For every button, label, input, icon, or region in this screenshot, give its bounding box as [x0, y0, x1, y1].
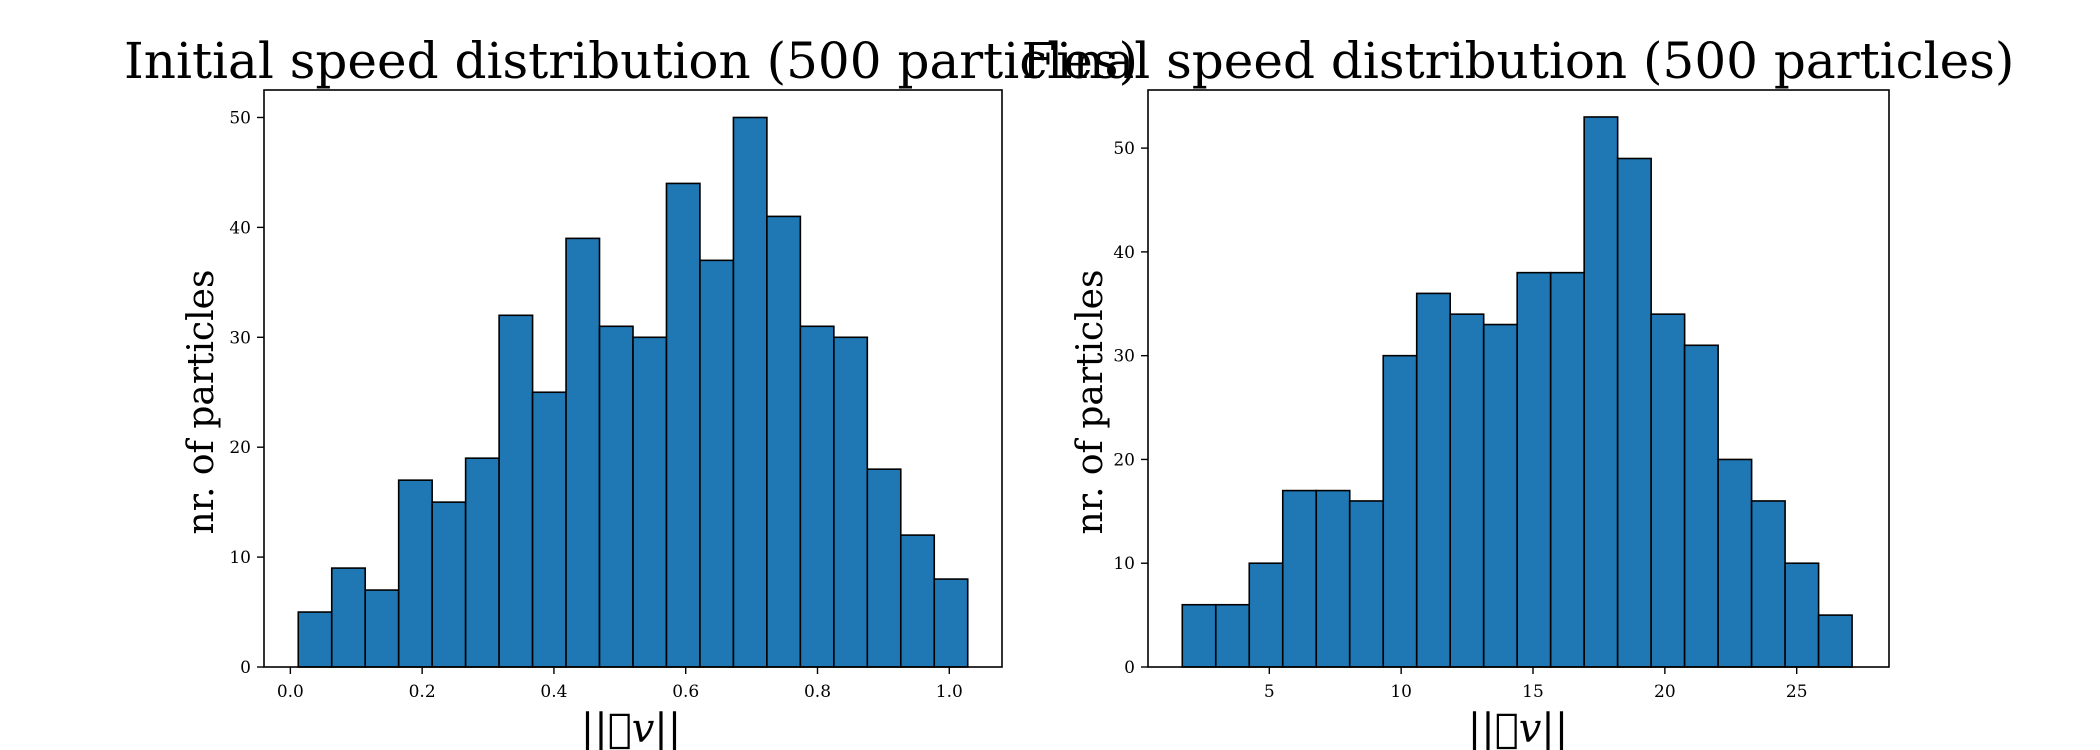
x-tick-label: 15: [1522, 682, 1544, 702]
histogram-bar: [498, 314, 534, 668]
histogram-bar: [397, 479, 433, 668]
bars: [297, 116, 969, 668]
histogram-bar: [1415, 292, 1451, 668]
x-ticks: 5 10 15 20 25: [1264, 667, 1808, 702]
histogram-bar: [1650, 313, 1686, 668]
chart-title: Initial speed distribution (500 particle…: [124, 32, 1138, 90]
y-tick-label: 0: [240, 658, 251, 678]
y-tick-label: 30: [229, 328, 251, 348]
histogram-bar: [1214, 603, 1251, 668]
x-tick-label: 0.0: [277, 682, 304, 702]
y-tick-label: 40: [229, 218, 251, 238]
histogram-bar: [1382, 354, 1418, 668]
y-tick-label: 0: [1124, 658, 1135, 678]
histogram-bar: [531, 391, 567, 668]
x-tick-label: 10: [1390, 682, 1412, 702]
histogram-bar: [665, 182, 701, 668]
plot-frame: [1147, 89, 1890, 668]
histogram-bar: [1482, 323, 1518, 668]
chart-final-speed: Final speed distribution (500 particles)…: [1022, 32, 2015, 750]
y-tick-label: 50: [229, 108, 251, 128]
y-tick-label: 20: [229, 438, 251, 458]
histogram-bar: [833, 336, 869, 668]
y-tick-label: 40: [1113, 243, 1135, 263]
x-tick-label: 20: [1654, 682, 1676, 702]
y-axis-label: nr. of particles: [181, 270, 222, 535]
x-axis-label: ||⃗v||: [581, 706, 682, 750]
x-tick-label: 5: [1264, 682, 1275, 702]
histogram-bar: [1449, 313, 1485, 668]
histogram-bar: [297, 611, 333, 668]
histogram-bar: [1248, 562, 1284, 668]
histogram-bar: [1516, 271, 1552, 668]
histogram-bar: [1750, 500, 1786, 668]
bars: [1181, 116, 1853, 668]
histogram-bar: [1683, 344, 1719, 668]
histogram-bar: [933, 578, 969, 668]
chart-initial-speed: Initial speed distribution (500 particle…: [124, 32, 1138, 750]
x-tick-label: 0.4: [540, 682, 567, 702]
histogram-bar: [431, 501, 467, 668]
histogram-bar: [1817, 614, 1853, 668]
x-tick-label: 0.8: [804, 682, 831, 702]
x-tick-label: 1.0: [936, 682, 963, 702]
histogram-bar: [464, 457, 500, 668]
y-ticks: 0 10 20 30 40 50: [229, 108, 264, 678]
plot-frame: [263, 89, 1003, 668]
histogram-bar: [1281, 489, 1318, 668]
histogram-bar: [1717, 458, 1753, 668]
histogram-bar: [1348, 500, 1385, 668]
y-ticks: 0 10 20 30 40 50: [1113, 139, 1148, 678]
x-tick-label: 0.6: [672, 682, 699, 702]
histogram-bar: [766, 215, 802, 668]
histogram-bar: [364, 589, 400, 668]
histogram-bar: [899, 534, 936, 668]
y-tick-label: 30: [1113, 347, 1135, 367]
y-tick-label: 10: [229, 548, 251, 568]
y-tick-label: 20: [1113, 450, 1135, 470]
x-tick-label: 25: [1786, 682, 1808, 702]
histogram-bar: [1583, 116, 1619, 668]
histogram-bar: [1181, 603, 1217, 668]
histogram-bar: [330, 567, 367, 668]
chart-title: Final speed distribution (500 particles): [1022, 32, 2015, 90]
histogram-bar: [598, 325, 634, 668]
histogram-bar: [1616, 157, 1652, 668]
y-tick-label: 10: [1113, 554, 1135, 574]
x-tick-label: 0.2: [409, 682, 436, 702]
histogram-bar: [866, 468, 902, 668]
x-ticks: 0.0 0.2 0.4 0.6 0.8 1.0: [277, 667, 963, 702]
histogram-bar: [565, 237, 601, 668]
x-axis-label: ||⃗v||: [1468, 706, 1569, 750]
histogram-bar: [632, 336, 668, 668]
histogram-bar: [1315, 489, 1351, 668]
histogram-bar: [1784, 562, 1820, 668]
histogram-bar: [799, 325, 835, 668]
y-tick-label: 50: [1113, 139, 1135, 159]
histogram-bar: [1549, 271, 1585, 668]
y-axis-label: nr. of particles: [1070, 270, 1111, 535]
histogram-bar: [699, 259, 735, 668]
histogram-bar: [732, 116, 768, 668]
